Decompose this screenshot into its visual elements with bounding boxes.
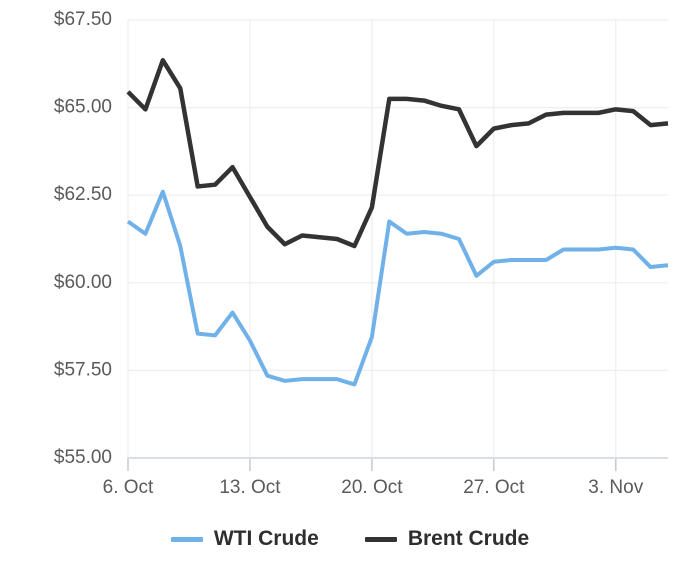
x-axis-tick-labels: 6. Oct 13. Oct 20. Oct 27. Oct 3. Nov (103, 477, 644, 498)
x-axis-tick-label: 13. Oct (219, 477, 281, 498)
y-axis-tick-label: $60.00 (54, 272, 112, 293)
data-series (126, 58, 669, 387)
x-axis-tick-label: 27. Oct (463, 477, 525, 498)
y-axis-tick-label: $65.00 (54, 97, 112, 118)
legend-swatch-brent (364, 536, 397, 542)
series-line-brent-crude (126, 58, 669, 249)
y-axis-tick-label: $62.50 (54, 184, 112, 205)
y-axis-tick-label: $57.50 (54, 359, 112, 380)
legend-label-wti: WTI Crude (213, 527, 319, 550)
legend-swatch-wti (170, 536, 203, 542)
x-axis-tick-label: 20. Oct (341, 477, 403, 498)
series-line-wti-crude (126, 189, 669, 387)
legend-label-brent: Brent Crude (407, 527, 530, 550)
y-axis-tick-label: $55.00 (54, 447, 112, 468)
legend-item-wti[interactable]: WTI Crude (170, 527, 319, 551)
legend-item-brent[interactable]: Brent Crude (364, 527, 530, 551)
x-axis-tick-marks (127, 458, 617, 471)
x-axis-tick-label: 3. Nov (588, 477, 643, 498)
x-axis-tick-label: 6. Oct (103, 477, 154, 498)
gridlines (127, 19, 668, 458)
y-axis-tick-label: $67.50 (54, 9, 112, 30)
chart-legend: WTI Crude Brent Crude (0, 527, 700, 551)
y-axis-tick-labels: $67.50 $65.00 $62.50 $60.00 $57.50 $55.00 (54, 9, 112, 468)
